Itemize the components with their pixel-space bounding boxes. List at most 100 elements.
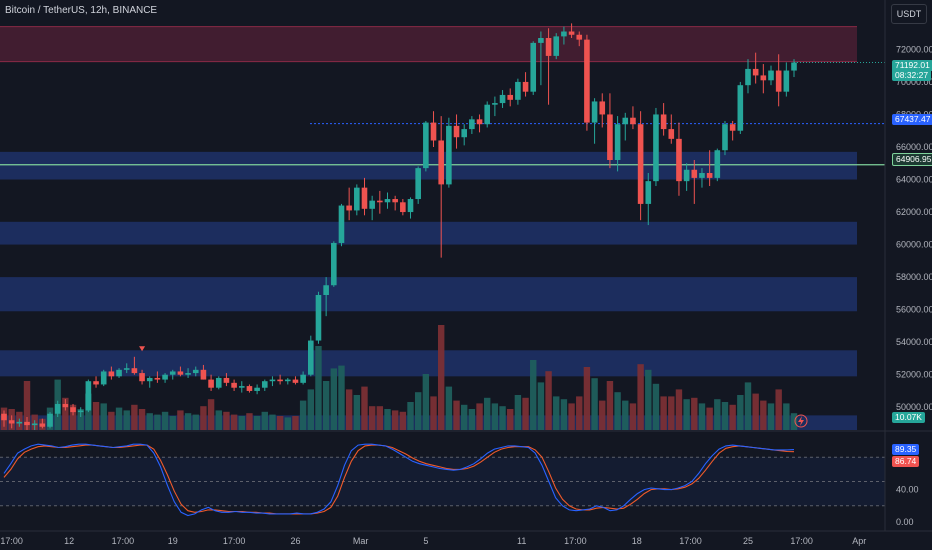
- candle-body: [231, 382, 237, 388]
- candle-body: [530, 42, 537, 92]
- volume-bar: [714, 399, 721, 430]
- candle-body: [446, 125, 452, 185]
- time-tick-label: 12: [64, 536, 74, 546]
- currency-button[interactable]: USDT: [891, 4, 927, 24]
- candle-body: [553, 36, 560, 56]
- zone-support: [0, 350, 857, 377]
- volume-bar: [69, 404, 77, 430]
- candle-body: [47, 413, 53, 427]
- candle-body: [461, 129, 467, 138]
- price-tick-label: 62000.00: [896, 207, 932, 217]
- volume-bar: [330, 368, 338, 430]
- stoch-k-tag: 89.35: [892, 444, 920, 455]
- volume-bar: [660, 396, 667, 430]
- price-tick-label: 54000.00: [896, 337, 932, 347]
- candle-body: [775, 70, 782, 92]
- volume-bar: [345, 389, 353, 430]
- candle-body: [215, 377, 222, 388]
- candle-body: [469, 119, 475, 130]
- volume-bar: [261, 411, 268, 430]
- time-tick-label: 11: [517, 536, 526, 546]
- zone-support: [0, 277, 857, 312]
- candle-body: [622, 117, 629, 125]
- candle-body: [131, 368, 138, 374]
- time-tick-label: 17:00: [223, 536, 246, 546]
- candle-body: [729, 124, 736, 131]
- volume-bar: [583, 367, 591, 430]
- volume-bar: [299, 400, 307, 430]
- stoch-band: [0, 457, 885, 506]
- volume-bar: [284, 417, 291, 430]
- candle-body: [423, 122, 429, 169]
- candle-body: [162, 374, 168, 380]
- volume-bar: [484, 397, 491, 430]
- zone-support: [0, 221, 857, 245]
- volume-bar: [276, 416, 284, 430]
- candle-body: [223, 377, 230, 383]
- candle-body: [39, 423, 46, 427]
- stoch-k-line: [3, 443, 795, 517]
- candle-body: [100, 371, 107, 385]
- volume-bar: [307, 389, 314, 430]
- volume-bar: [652, 383, 660, 430]
- volume-bar: [453, 400, 460, 430]
- volume-bar: [62, 397, 69, 430]
- oscillator-tick-label: 0.00: [896, 517, 914, 527]
- volume-tag: 10.07K: [892, 412, 925, 423]
- candle-body: [538, 38, 544, 43]
- candle-body: [331, 242, 337, 286]
- candle-body: [261, 381, 268, 388]
- volume-bar: [683, 399, 690, 430]
- candle-body: [392, 199, 398, 203]
- time-tick-label: 26: [290, 536, 300, 546]
- candle-body: [607, 114, 613, 160]
- volume-bar: [737, 395, 744, 430]
- volume-bar: [522, 397, 529, 430]
- candle-body: [484, 104, 491, 125]
- candle-body: [653, 114, 659, 182]
- candle-body: [116, 369, 122, 377]
- stochastic-oscillator: [0, 430, 932, 517]
- volume-bar: [691, 397, 698, 430]
- time-tick-label: 19: [168, 536, 178, 546]
- volume-bar: [376, 406, 384, 430]
- price-tick-label: 56000.00: [896, 305, 932, 315]
- volume-bar: [499, 406, 506, 430]
- time-tick-label: 25: [743, 536, 753, 546]
- candle-body: [599, 101, 606, 115]
- zone-resistance: [0, 26, 857, 62]
- volume-bar: [622, 400, 629, 430]
- candle-body: [384, 199, 391, 203]
- volume-bar: [77, 409, 84, 430]
- price-tick-label: 66000.00: [896, 142, 932, 152]
- candle-body: [146, 377, 153, 382]
- candle-body: [660, 114, 667, 130]
- candle-body: [8, 420, 15, 424]
- candle-body: [691, 169, 698, 178]
- candle-body: [499, 94, 506, 104]
- volume-bar: [461, 404, 468, 430]
- candle-body: [706, 173, 713, 178]
- candle-body: [354, 187, 360, 211]
- volume-bar: [146, 413, 153, 430]
- candle-body: [584, 39, 590, 123]
- candle-body: [62, 403, 69, 408]
- volume-bar: [629, 403, 637, 430]
- volume-bar: [108, 411, 115, 430]
- symbol-title: Bitcoin / TetherUS, 12h, BINANCE: [5, 5, 158, 16]
- candle-body: [338, 205, 345, 243]
- candle-body: [407, 199, 414, 213]
- volume-bar: [599, 400, 606, 430]
- volume-bar: [184, 413, 192, 430]
- candle-body: [154, 377, 161, 380]
- volume-bar: [353, 395, 361, 430]
- candle-body: [346, 205, 352, 211]
- volume-bar: [637, 364, 644, 430]
- candle-body: [93, 381, 99, 385]
- volume-bar: [361, 386, 368, 430]
- candle-body: [377, 200, 383, 203]
- volume-bar: [223, 411, 230, 430]
- candle-body: [323, 285, 329, 295]
- candle-body: [645, 181, 652, 204]
